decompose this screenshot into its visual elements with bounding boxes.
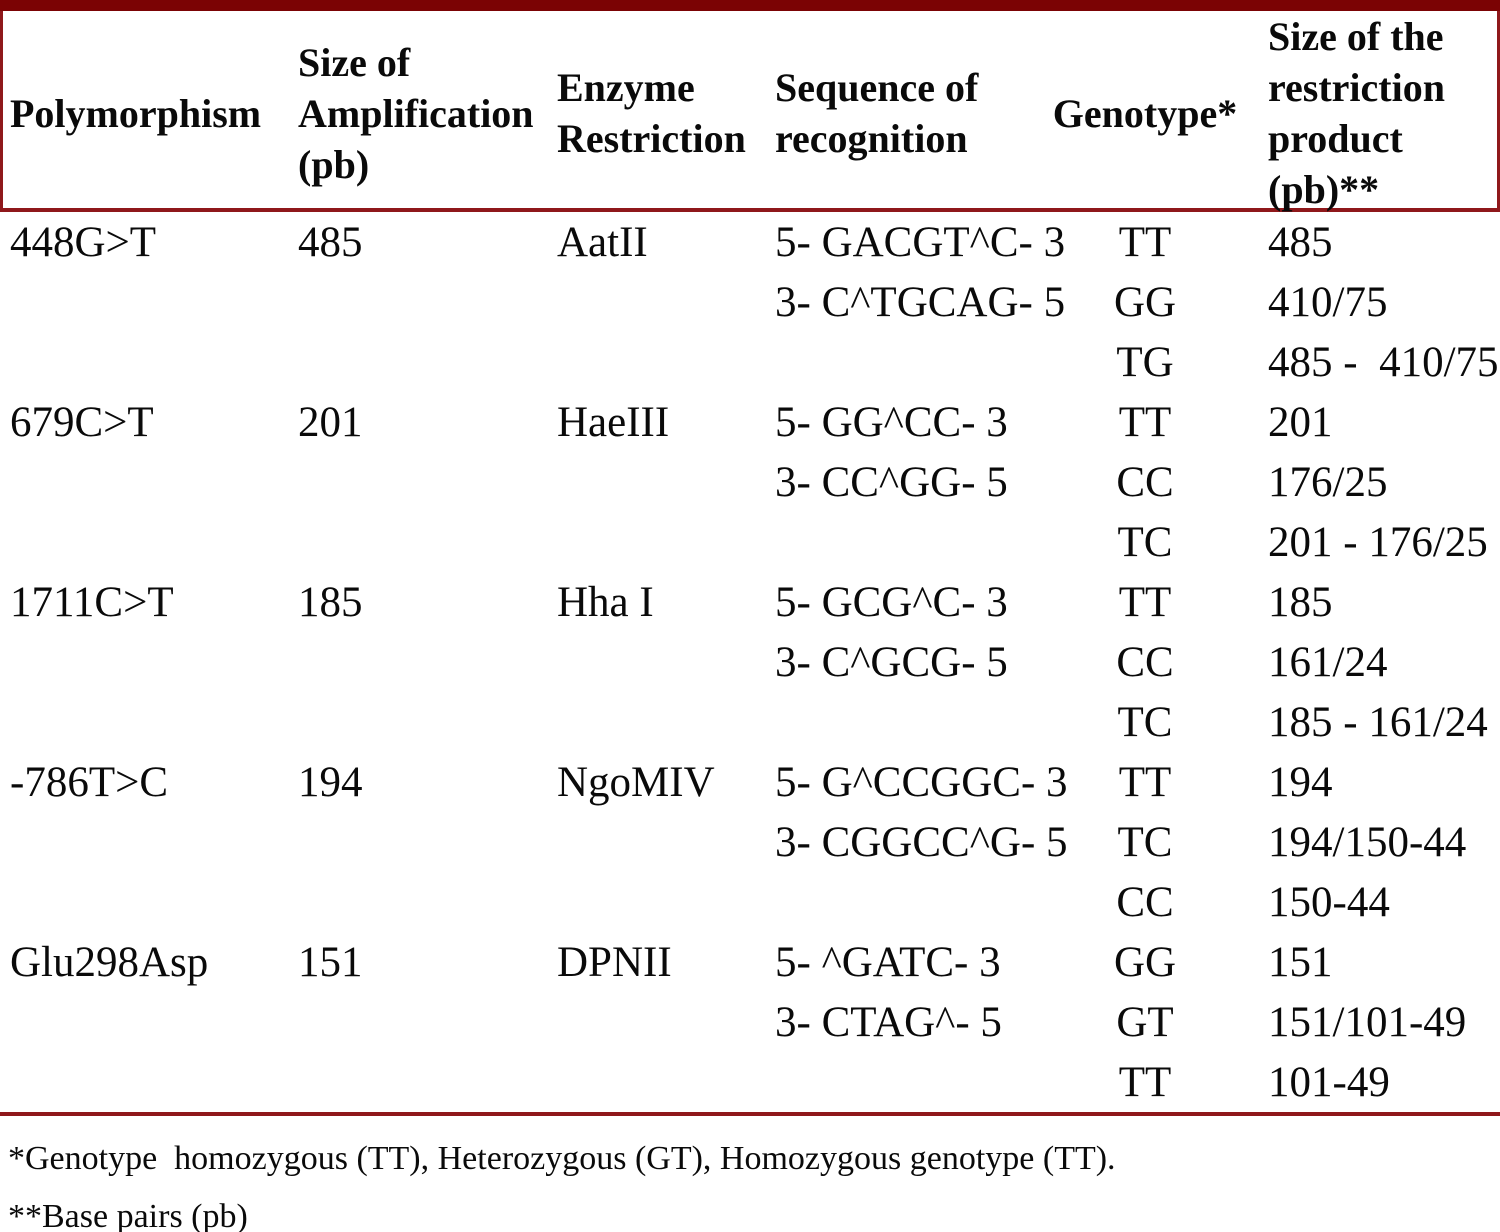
enzyme-cell: AatII <box>557 218 648 266</box>
sequence-line: 5- GG^CC- 3 <box>775 398 1008 446</box>
restriction-product-cell: 485 <box>1268 218 1333 266</box>
polymorphism-cell: 679C>T <box>10 398 154 446</box>
footnote-genotype: *Genotype homozygous (TT), Heterozygous … <box>8 1140 1116 1177</box>
polymorphism-cell: 448G>T <box>10 218 157 266</box>
sequence-line: 5- ^GATC- 3 <box>775 938 1001 986</box>
enzyme-cell: Hha I <box>557 578 654 626</box>
table-bottom-rule <box>0 1112 1500 1116</box>
restriction-product-cell: 185 <box>1268 578 1333 626</box>
enzyme-cell: DPNII <box>557 938 672 986</box>
genotype-cell: CC <box>1116 458 1174 506</box>
polymorphism-cell: -786T>C <box>10 758 169 806</box>
sequence-line: 3- C^TGCAG- 5 <box>775 278 1066 326</box>
table-row-group-679ct: 679C>T 201 HaeIII 5- GG^CC- 3 3- CC^GG- … <box>0 392 1500 572</box>
genotype-cell: TT <box>1118 1058 1172 1106</box>
enzyme-cell: HaeIII <box>557 398 670 446</box>
enzyme-cell: NgoMIV <box>557 758 715 806</box>
genotype-cell: GG <box>1113 938 1177 986</box>
genotype-cell: TC <box>1117 518 1173 566</box>
amplification-size-cell: 151 <box>298 938 363 986</box>
column-header-restriction-product-size: Size of the restriction product (pb)** <box>1268 14 1445 212</box>
table-footnotes: *Genotype homozygous (TT), Heterozygous … <box>0 1116 1500 1232</box>
restriction-product-cell: 410/75 <box>1268 278 1388 326</box>
header-bottom-rule <box>0 208 1500 212</box>
column-header-sequence-of-recognition: Sequence of recognition <box>775 65 979 161</box>
restriction-product-cell: 151 <box>1268 938 1333 986</box>
genotype-cell: TC <box>1117 818 1173 866</box>
sequence-line: 3- C^GCG- 5 <box>775 638 1008 686</box>
table-header-row: Polymorphism Size of Amplification (pb) … <box>0 11 1500 212</box>
amplification-size-cell: 201 <box>298 398 363 446</box>
amplification-size-cell: 194 <box>298 758 363 806</box>
restriction-product-cell: 176/25 <box>1268 458 1388 506</box>
restriction-product-cell: 201 - 176/25 <box>1268 518 1488 566</box>
footnote-base-pairs: **Base pairs (pb) <box>8 1198 248 1232</box>
genotype-cell: CC <box>1116 878 1174 926</box>
column-header-enzyme-restriction: Enzyme Restriction <box>557 65 746 161</box>
restriction-product-cell: 485 - 410/75 <box>1268 338 1499 386</box>
restriction-product-cell: 151/101-49 <box>1268 998 1467 1046</box>
table-row-group-glu298asp: Glu298Asp 151 DPNII 5- ^GATC- 3 3- CTAG^… <box>0 932 1500 1112</box>
sequence-line: 5- GCG^C- 3 <box>775 578 1008 626</box>
genotype-cell: TT <box>1118 578 1172 626</box>
sequence-line: 5- GACGT^C- 3 <box>775 218 1066 266</box>
restriction-product-cell: 201 <box>1268 398 1333 446</box>
amplification-size-cell: 485 <box>298 218 363 266</box>
restriction-product-cell: 150-44 <box>1268 878 1390 926</box>
top-accent-bar <box>0 0 1500 11</box>
genotype-cell: CC <box>1116 638 1174 686</box>
amplification-size-cell: 185 <box>298 578 363 626</box>
table-body: 448G>T 485 AatII 5- GACGT^C- 3 3- C^TGCA… <box>0 212 1500 1112</box>
sequence-line: 3- CTAG^- 5 <box>775 998 1002 1046</box>
table-row-group-786tc: -786T>C 194 NgoMIV 5- G^CCGGC- 3 3- CGGC… <box>0 752 1500 932</box>
column-header-genotype: Genotype* <box>1052 90 1238 136</box>
polymorphism-cell: 1711C>T <box>10 578 174 626</box>
sequence-line: 5- G^CCGGC- 3 <box>775 758 1068 806</box>
restriction-product-cell: 194 <box>1268 758 1333 806</box>
column-header-polymorphism: Polymorphism <box>10 90 262 136</box>
table-row-group-448gt: 448G>T 485 AatII 5- GACGT^C- 3 3- C^TGCA… <box>0 212 1500 392</box>
genotype-cell: TG <box>1116 338 1174 386</box>
restriction-product-cell: 161/24 <box>1268 638 1388 686</box>
genotype-cell: TC <box>1117 698 1173 746</box>
polymorphism-cell: Glu298Asp <box>10 938 209 986</box>
table-row-group-1711ct: 1711C>T 185 Hha I 5- GCG^C- 3 3- C^GCG- … <box>0 572 1500 752</box>
restriction-product-cell: 185 - 161/24 <box>1268 698 1488 746</box>
genotype-cell: TT <box>1118 398 1172 446</box>
genotype-cell: TT <box>1118 758 1172 806</box>
genotype-cell: TT <box>1118 218 1172 266</box>
sequence-line: 3- CC^GG- 5 <box>775 458 1008 506</box>
restriction-product-cell: 194/150-44 <box>1268 818 1467 866</box>
restriction-product-cell: 101-49 <box>1268 1058 1390 1106</box>
genotype-cell: GG <box>1113 278 1177 326</box>
column-header-amplification-size: Size of Amplification (pb) <box>298 39 534 187</box>
genotype-cell: GT <box>1116 998 1174 1046</box>
sequence-line: 3- CGGCC^G- 5 <box>775 818 1068 866</box>
